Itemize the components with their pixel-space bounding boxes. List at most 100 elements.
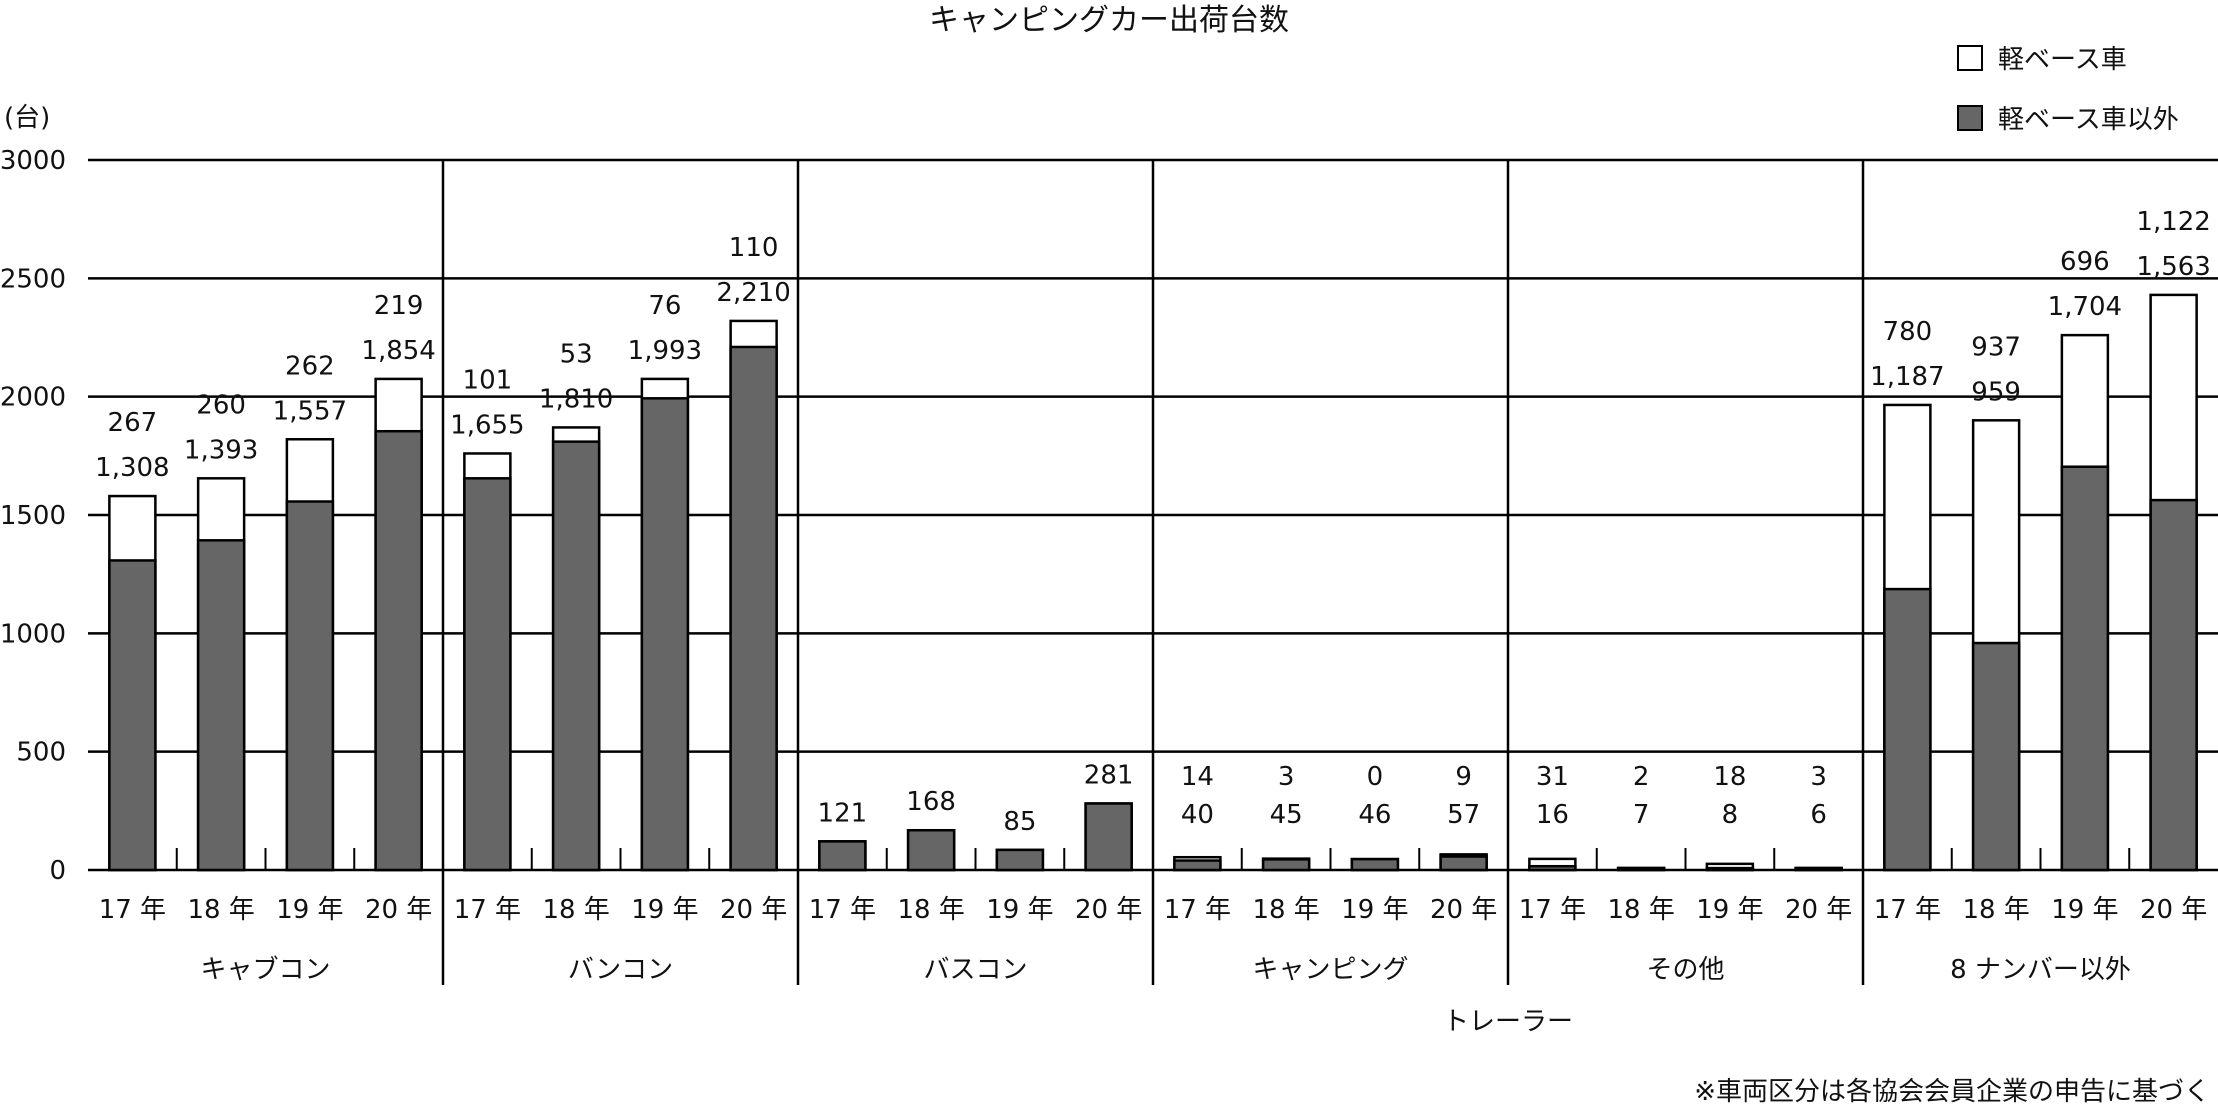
x-tick-label: 17 年: [809, 895, 876, 925]
category-label: 8 ナンバー以外: [1950, 955, 2131, 985]
y-tick-label: 1500: [0, 501, 66, 531]
chart-title: キャンピングカー出荷台数: [929, 3, 1289, 38]
data-label-kei: 0: [1367, 762, 1384, 792]
data-label-other: 281: [1084, 760, 1134, 790]
x-tick-label: 19 年: [986, 895, 1053, 925]
x-tick-label: 18 年: [897, 895, 964, 925]
data-label-kei: 219: [374, 291, 424, 321]
bar-segment-other: [2060, 465, 2110, 872]
bar-segment-other: [196, 539, 246, 872]
data-label-kei: 3: [1810, 762, 1827, 792]
data-label-kei: 18: [1713, 762, 1746, 792]
category-label: その他: [1646, 955, 1724, 985]
bar-segment-other: [551, 440, 601, 872]
legend-swatch-other: [1957, 105, 1983, 131]
data-label-kei: 9: [1455, 762, 1472, 792]
super-group-label: トレーラー: [1443, 1007, 1573, 1037]
bar-segment-other: [1084, 802, 1133, 872]
bars: [108, 293, 2198, 872]
y-tick-label: 3000: [0, 146, 66, 176]
data-label-other: 7: [1633, 800, 1650, 830]
data-label-kei: 14: [1181, 762, 1214, 792]
x-tick-label: 17 年: [1164, 895, 1231, 925]
data-label-other: 6: [1810, 800, 1827, 830]
y-tick-label: 1000: [0, 619, 66, 649]
data-label-kei: 76: [648, 291, 681, 321]
category-label: キャンピング: [1252, 955, 1408, 985]
y-axis-label: (台): [4, 103, 50, 133]
bar-segment-other: [1971, 641, 2021, 872]
data-label-other: 1,993: [628, 336, 702, 366]
y-tick-label: 0: [49, 856, 66, 886]
x-tick-label: 17 年: [1519, 895, 1586, 925]
data-label-other: 8: [1722, 800, 1739, 830]
x-tick-label: 18 年: [1962, 895, 2029, 925]
x-tick-label: 18 年: [542, 895, 609, 925]
bar-segment-other: [108, 559, 157, 872]
data-label-other: 1,393: [184, 435, 258, 465]
bar-segment-other: [374, 429, 423, 872]
x-tick-label: 17 年: [1874, 895, 1941, 925]
x-tick-label: 20 年: [1075, 895, 1142, 925]
x-tick-label: 17 年: [99, 895, 166, 925]
data-label-other: 40: [1181, 800, 1214, 830]
data-label-kei: 937: [1971, 332, 2021, 362]
data-label-kei: 780: [1883, 317, 1933, 347]
x-tick-label: 18 年: [1252, 895, 1319, 925]
data-label-other: 168: [906, 787, 956, 817]
data-label-other: 1,308: [95, 453, 169, 483]
data-label-other: 46: [1358, 800, 1391, 830]
data-label-kei: 53: [560, 339, 593, 369]
bar-segment-other: [1883, 587, 1932, 872]
data-label-other: 1,704: [2048, 292, 2122, 322]
category-label: バンコン: [568, 955, 673, 985]
y-tick-label: 500: [16, 738, 66, 768]
x-tick-label: 18 年: [187, 895, 254, 925]
x-tick-label: 18 年: [1607, 895, 1674, 925]
data-label-other: 1,655: [450, 410, 524, 440]
data-label-kei: 262: [285, 351, 335, 381]
x-tick-label: 17 年: [454, 895, 521, 925]
bar-segment-other: [1261, 858, 1311, 872]
data-label-kei: 260: [196, 390, 246, 420]
x-tick-label: 19 年: [1341, 895, 1408, 925]
data-label-other: 1,563: [2136, 252, 2210, 282]
x-tick-label: 20 年: [720, 895, 787, 925]
x-tick-label: 19 年: [631, 895, 698, 925]
legend: 軽ベース車 軽ベース車以外: [1957, 45, 2179, 135]
data-label-other: 959: [1971, 377, 2021, 407]
x-tick-label: 20 年: [1785, 895, 1852, 925]
data-label-other: 85: [1003, 807, 1036, 837]
data-label-kei: 1,122: [2136, 207, 2210, 237]
data-label-other: 1,557: [273, 396, 347, 426]
gridlines: [88, 158, 2218, 985]
y-tick-label: 2500: [0, 264, 66, 294]
bar-segment-other: [2149, 498, 2198, 872]
data-label-kei: 2: [1633, 762, 1650, 792]
data-label-kei: 267: [108, 408, 158, 438]
bar-segment-other: [1616, 867, 1666, 872]
bar-segment-other: [1528, 864, 1577, 872]
data-label-kei: 3: [1278, 762, 1295, 792]
x-tick-label: 19 年: [2051, 895, 2118, 925]
category-label: キャブコン: [200, 955, 330, 985]
x-tick-label: 19 年: [1696, 895, 1763, 925]
bar-segment-other: [1705, 866, 1755, 872]
y-axis-ticks: 0 500 1000 1500 2000 2500 3000: [0, 146, 66, 886]
data-label-other: 16: [1536, 800, 1569, 830]
data-label-kei: 110: [729, 233, 779, 263]
category-label: バスコン: [923, 955, 1027, 985]
bar-segment-other: [995, 848, 1045, 872]
bar-segment-other: [1439, 855, 1488, 872]
bar-segment-other: [1794, 867, 1843, 872]
bar-segment-other: [463, 477, 512, 872]
legend-label-kei: 軽ベース車: [1998, 45, 2127, 75]
data-label-kei: 31: [1536, 762, 1569, 792]
data-label-kei: 101: [463, 365, 513, 395]
bar-segment-other: [1173, 859, 1222, 872]
data-label-other: 1,810: [539, 384, 613, 414]
x-tick-label: 20 年: [1430, 895, 1497, 925]
